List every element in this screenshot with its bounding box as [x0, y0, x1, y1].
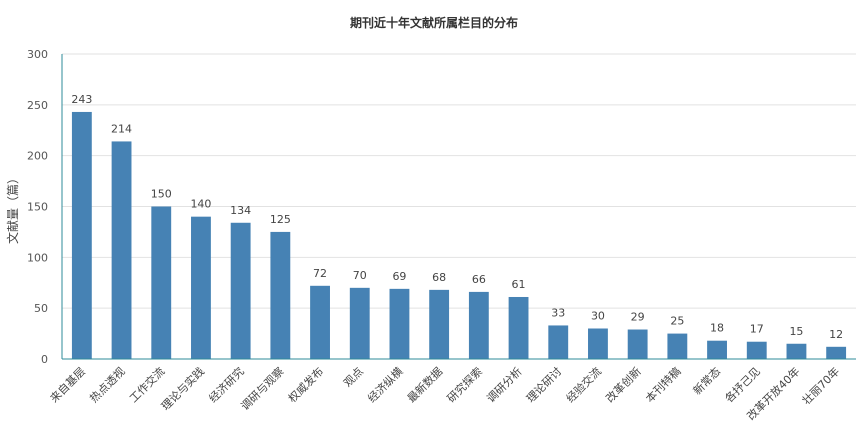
- bar: [667, 333, 688, 359]
- y-axis-ticks: 0 50 100 150 200 250 300: [27, 48, 48, 366]
- y-tick-label: 100: [27, 251, 48, 264]
- data-label: 68: [432, 271, 446, 284]
- x-tick-label: 观点: [341, 365, 366, 390]
- data-label: 29: [631, 311, 645, 324]
- bar: [310, 285, 330, 359]
- data-label: 69: [392, 270, 406, 283]
- data-label: 12: [829, 328, 843, 341]
- x-tick-label: 理论研讨: [523, 364, 564, 405]
- x-tick-label: 调研分析: [484, 364, 525, 405]
- data-label: 134: [230, 204, 251, 217]
- data-label: 17: [750, 323, 764, 336]
- data-label: 243: [71, 93, 92, 106]
- data-label: 18: [710, 322, 724, 335]
- data-label: 25: [670, 315, 684, 328]
- y-tick-label: 50: [34, 302, 48, 315]
- y-tick-label: 150: [27, 201, 48, 214]
- bar: [151, 206, 172, 359]
- bars: [71, 111, 847, 359]
- bar: [508, 296, 529, 359]
- x-tick-label: 经验交流: [563, 364, 604, 405]
- bar: [230, 222, 251, 359]
- x-tick-label: 壮丽70年: [799, 364, 842, 407]
- bar: [349, 287, 370, 359]
- x-tick-label: 权威发布: [285, 364, 326, 405]
- bar: [71, 111, 92, 359]
- x-tick-label: 来自基层: [48, 365, 88, 405]
- chart-title: 期刊近十年文献所属栏目的分布: [350, 15, 518, 30]
- bar: [746, 341, 767, 359]
- x-tick-label: 本刊特稿: [642, 364, 683, 405]
- gridlines: [62, 53, 856, 309]
- bar: [627, 329, 648, 359]
- data-label: 61: [512, 278, 526, 291]
- x-tick-label: 经济研究: [206, 364, 247, 405]
- x-tick-label: 改革创新: [603, 364, 644, 405]
- data-label: 72: [313, 267, 327, 280]
- x-tick-label: 热点透视: [87, 364, 128, 405]
- bar: [826, 346, 847, 359]
- data-label: 70: [353, 269, 367, 282]
- data-label: 214: [111, 122, 132, 135]
- bar: [111, 141, 132, 359]
- bar: [191, 216, 211, 359]
- bar: [389, 288, 410, 359]
- data-labels: 243 214 150 140 134 125 72 70 69 68 66 61 33 30 29 25 18…: [71, 93, 843, 341]
- bar: [707, 340, 727, 359]
- x-tick-label: 研究探索: [444, 364, 485, 405]
- data-label: 66: [472, 273, 486, 286]
- data-label: 33: [551, 306, 565, 319]
- x-tick-label: 调研与观察: [238, 364, 287, 413]
- data-label: 125: [270, 213, 291, 226]
- y-axis-label: 文献量（篇）: [5, 172, 20, 244]
- bar: [270, 231, 291, 359]
- y-tick-label: 300: [27, 48, 48, 61]
- bar: [468, 291, 489, 359]
- x-tick-label: 经济纵横: [365, 364, 406, 405]
- data-label: 140: [190, 198, 211, 211]
- y-tick-label: 200: [27, 150, 48, 163]
- bar: [786, 343, 807, 359]
- data-label: 30: [591, 310, 605, 323]
- data-label: 150: [151, 188, 172, 201]
- x-tick-label: 工作交流: [126, 364, 167, 405]
- y-tick-label: 250: [27, 99, 48, 112]
- y-tick-label: 0: [41, 353, 48, 366]
- bar: [548, 325, 569, 359]
- bar: [429, 289, 450, 359]
- bar: [588, 328, 608, 359]
- x-tick-label: 新常态: [690, 364, 723, 397]
- x-tick-label: 理论与实践: [158, 364, 207, 413]
- data-label: 15: [789, 325, 803, 338]
- x-tick-label: 各抒己见: [722, 364, 763, 405]
- x-tick-label: 最新数据: [404, 364, 445, 405]
